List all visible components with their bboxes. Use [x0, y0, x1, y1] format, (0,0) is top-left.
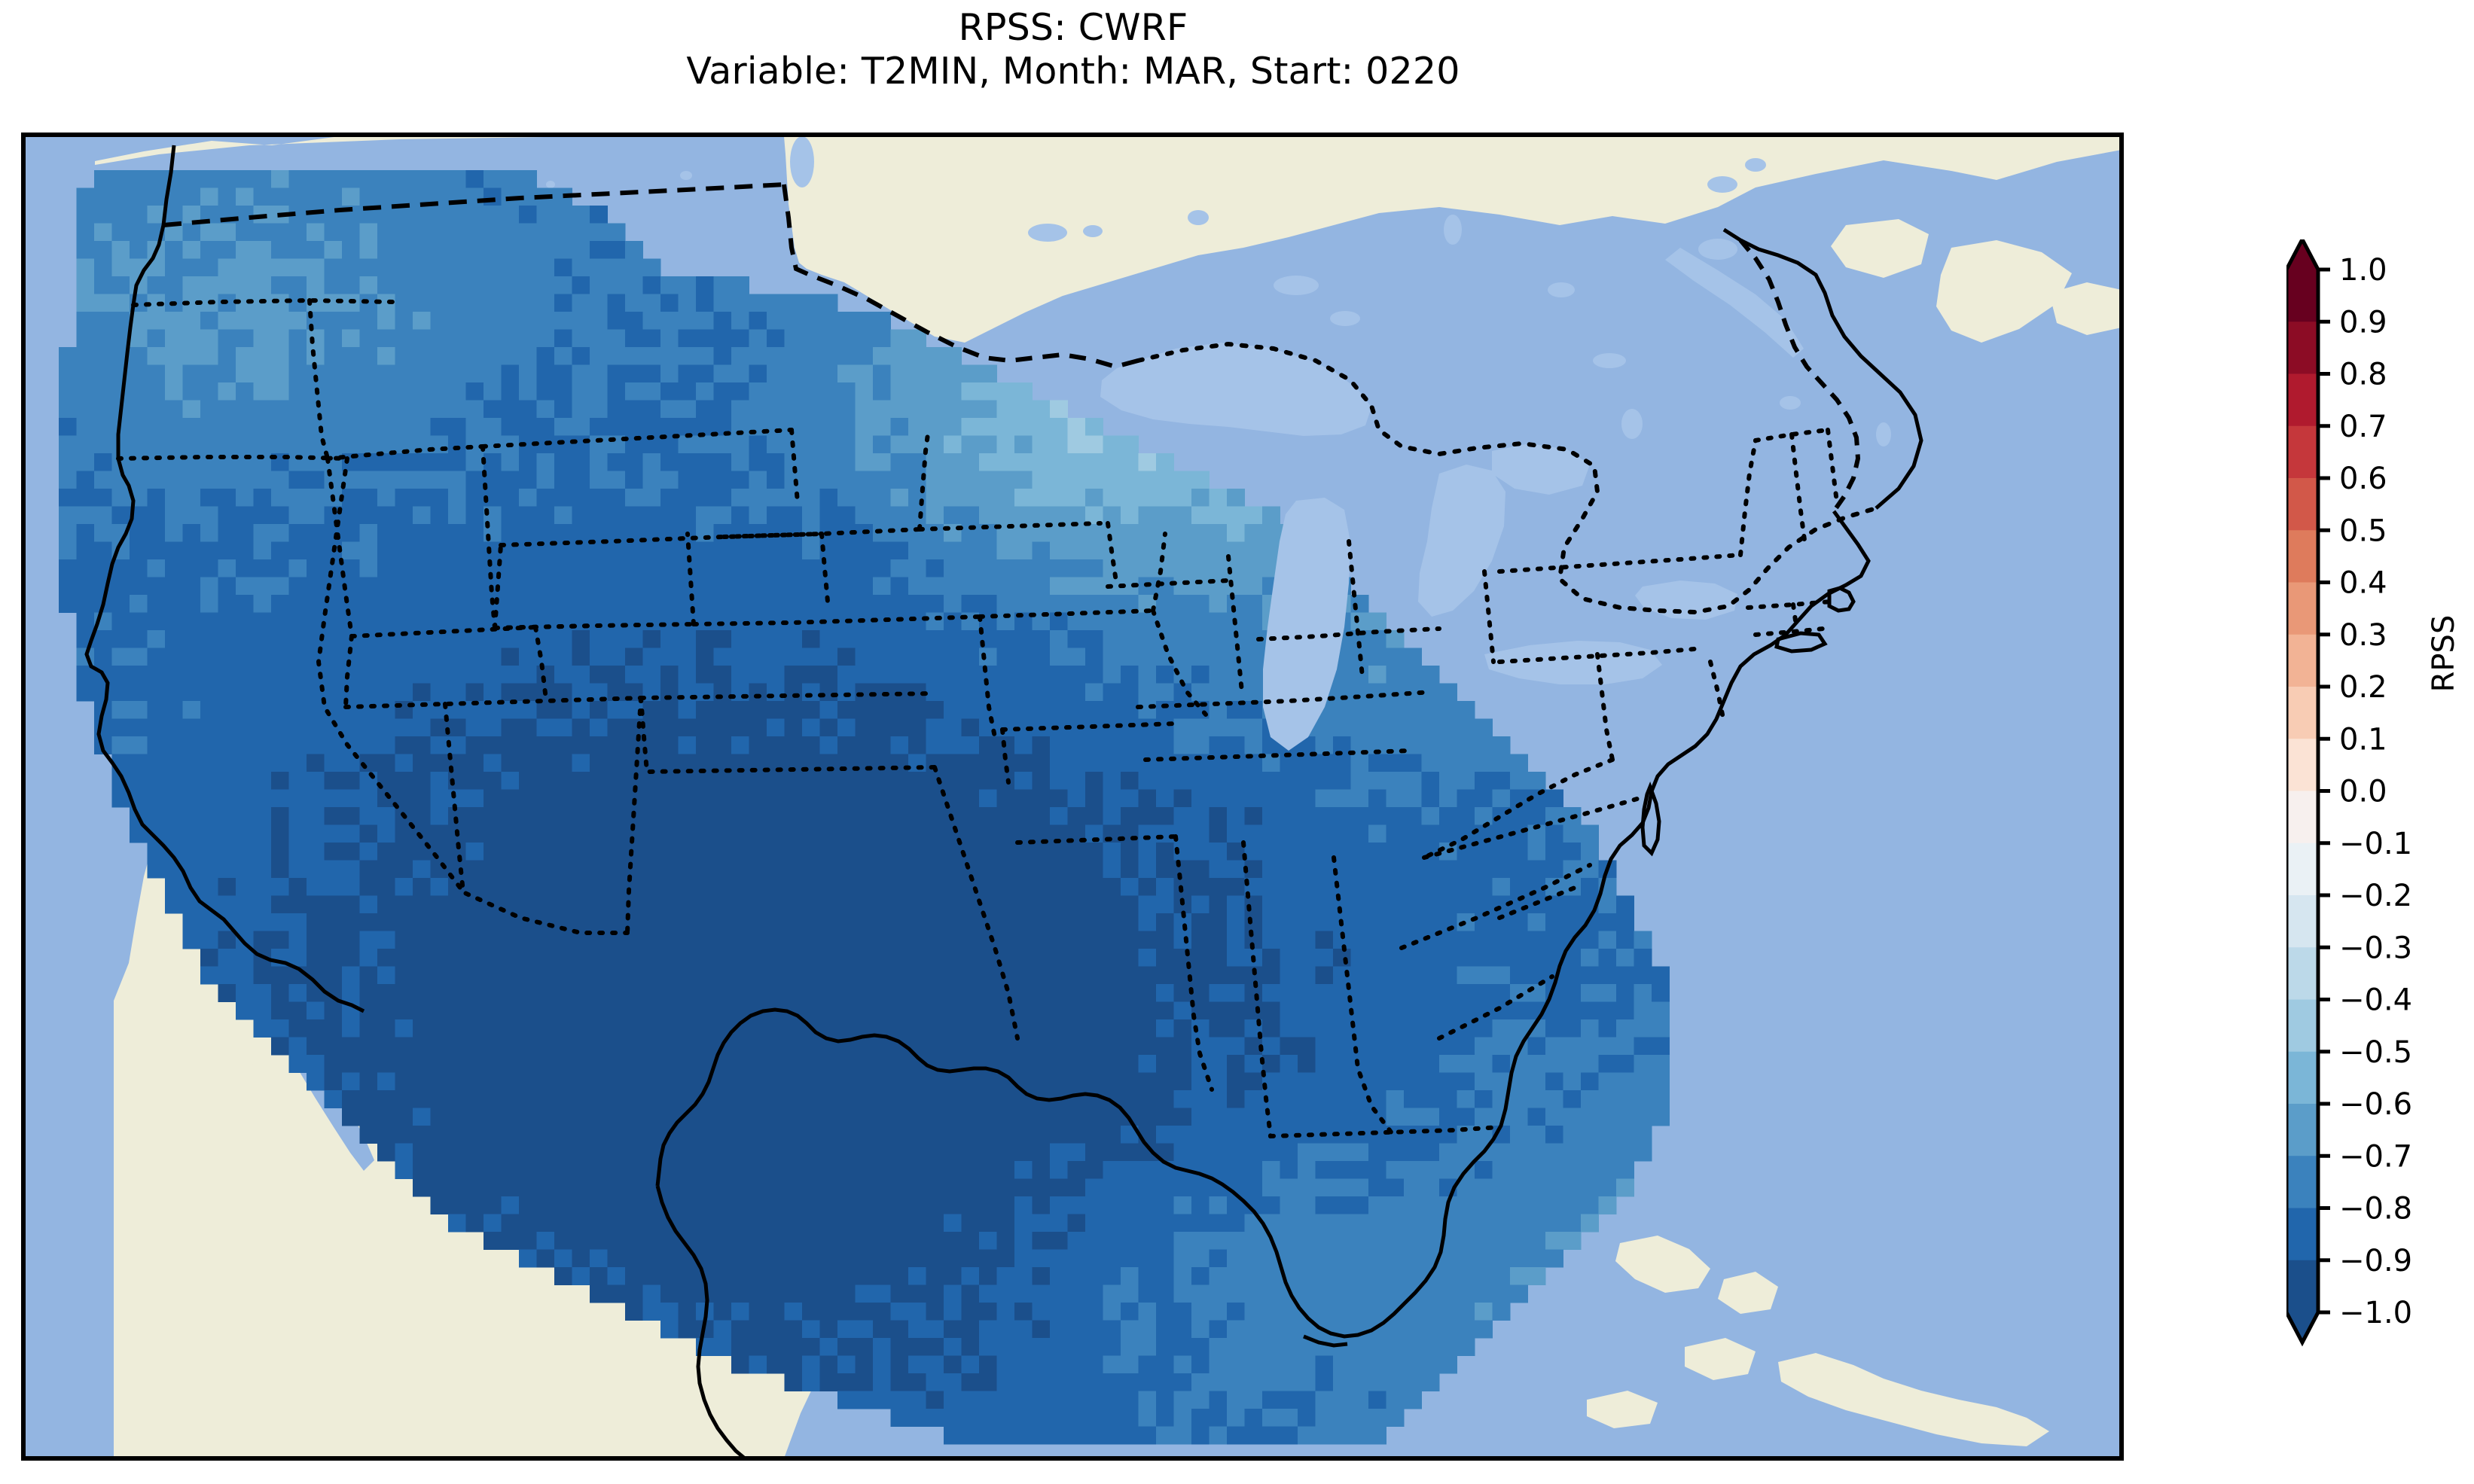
- colorbar-axis-label: RPSS: [2427, 614, 2461, 693]
- colorbar-tick-label: −0.6: [2339, 1087, 2412, 1122]
- colorbar-tick-label: 0.9: [2339, 305, 2387, 340]
- colorbar-tick-label: 0.2: [2339, 670, 2387, 705]
- map-plot: [23, 135, 2122, 1458]
- rpss-data-cells: [59, 170, 1670, 1445]
- map-axes[interactable]: [21, 133, 2124, 1461]
- colorbar-ticks: 1.0 0.9 0.8 0.7 0.6 0.5 0.4 0.3 0.2 0.1 0.0 −0.1 −0.…: [2318, 253, 2412, 1330]
- colorbar-tick-label: 0.8: [2339, 358, 2387, 392]
- colorbar-tick-label: 1.0: [2339, 253, 2387, 288]
- colorbar-tick-label: −0.2: [2339, 879, 2412, 913]
- colorbar[interactable]: 1.0 0.9 0.8 0.7 0.6 0.5 0.4 0.3 0.2 0.1 0.0 −0.1 −0.…: [2286, 239, 2474, 1388]
- colorbar-bands: [2286, 239, 2318, 1342]
- colorbar-tick-label: 0.3: [2339, 618, 2387, 653]
- great-lakes: [1100, 343, 1737, 751]
- title-line-2: Variable: T2MIN, Month: MAR, Start: 0220: [686, 49, 1460, 93]
- colorbar-tick-label: −0.7: [2339, 1139, 2412, 1174]
- colorbar-tick-label: 0.7: [2339, 410, 2387, 444]
- colorbar-tick-label: −0.1: [2339, 827, 2412, 861]
- map-frame: [23, 135, 2122, 1458]
- colorbar-tick-label: 0.1: [2339, 722, 2387, 757]
- colorbar-tick-label: 0.0: [2339, 775, 2387, 809]
- colorbar-svg: 1.0 0.9 0.8 0.7 0.6 0.5 0.4 0.3 0.2 0.1 0.0 −0.1 −0.…: [2286, 239, 2412, 1347]
- colorbar-tick-label: −0.4: [2339, 983, 2412, 1018]
- colorbar-tick-label: 0.5: [2339, 513, 2387, 548]
- colorbar-tick-label: −0.5: [2339, 1035, 2412, 1070]
- colorbar-tick-label: −1.0: [2339, 1296, 2412, 1330]
- lakes: [333, 136, 1891, 446]
- colorbar-tick-label: −0.3: [2339, 931, 2412, 965]
- coastlines: [84, 145, 1923, 1458]
- colorbar-tick-label: −0.9: [2339, 1244, 2412, 1278]
- colorbar-tick-label: 0.6: [2339, 462, 2387, 496]
- figure-title: RPSS: CWRF Variable: T2MIN, Month: MAR, …: [0, 6, 2146, 93]
- state-borders: [116, 297, 1839, 1138]
- title-line-1: RPSS: CWRF: [958, 6, 1188, 49]
- colorbar-tick-label: 0.4: [2339, 566, 2387, 601]
- colorbar-tick-label: −0.8: [2339, 1192, 2412, 1227]
